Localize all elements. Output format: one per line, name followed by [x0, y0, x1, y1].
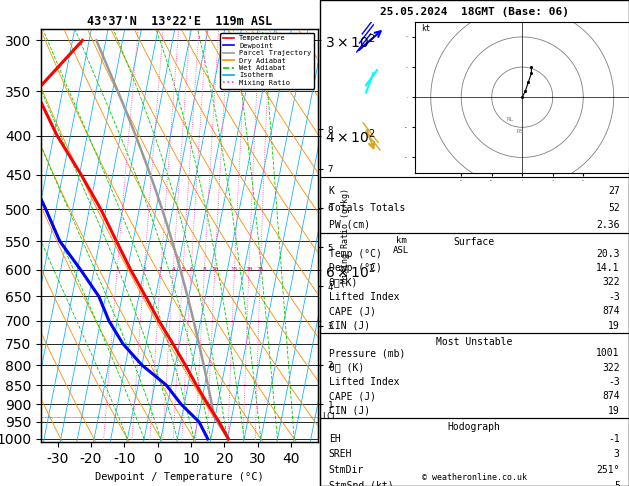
Text: CAPE (J): CAPE (J) [329, 391, 376, 401]
Y-axis label: km
ASL: km ASL [393, 236, 409, 255]
Text: 5: 5 [614, 481, 620, 486]
Text: 874: 874 [602, 391, 620, 401]
Text: 1: 1 [115, 267, 119, 272]
Title: 43°37'N  13°22'E  119m ASL: 43°37'N 13°22'E 119m ASL [87, 15, 272, 28]
Text: -1: -1 [608, 434, 620, 444]
Text: 25: 25 [257, 267, 264, 272]
Text: 251°: 251° [596, 465, 620, 475]
Text: 14.1: 14.1 [596, 263, 620, 273]
Text: Hodograph: Hodograph [448, 422, 501, 432]
Text: 2: 2 [142, 267, 146, 272]
Text: θᴇ (K): θᴇ (K) [329, 363, 364, 373]
Text: 5: 5 [181, 267, 185, 272]
Text: StmSpd (kt): StmSpd (kt) [329, 481, 394, 486]
Text: © weatheronline.co.uk: © weatheronline.co.uk [422, 473, 526, 482]
Text: Most Unstable: Most Unstable [436, 337, 513, 347]
Text: 25.05.2024  18GMT (Base: 06): 25.05.2024 18GMT (Base: 06) [380, 7, 569, 17]
Text: 322: 322 [602, 278, 620, 287]
Text: 19: 19 [608, 321, 620, 330]
Text: 6: 6 [189, 267, 193, 272]
Bar [320, 177, 629, 233]
Text: 20.3: 20.3 [596, 249, 620, 259]
Text: CIN (J): CIN (J) [329, 321, 370, 330]
Text: Temp (°C): Temp (°C) [329, 249, 382, 259]
Text: Surface: Surface [454, 237, 495, 247]
Text: 52: 52 [608, 203, 620, 213]
Bar [320, 233, 629, 333]
Text: StmDir: StmDir [329, 465, 364, 475]
Text: 874: 874 [602, 306, 620, 316]
Text: Lifted Index: Lifted Index [329, 292, 399, 302]
Text: -3: -3 [608, 377, 620, 387]
Legend: Temperature, Dewpoint, Parcel Trajectory, Dry Adiabat, Wet Adiabat, Isotherm, Mi: Temperature, Dewpoint, Parcel Trajectory… [220, 33, 314, 88]
Bar [320, 418, 629, 486]
Text: Dewp (°C): Dewp (°C) [329, 263, 382, 273]
Text: LCL: LCL [322, 412, 337, 421]
Text: θᴇ(K): θᴇ(K) [329, 278, 358, 287]
Text: 27: 27 [608, 186, 620, 196]
Text: 19: 19 [608, 406, 620, 416]
Text: CIN (J): CIN (J) [329, 406, 370, 416]
Text: 8: 8 [203, 267, 206, 272]
Text: 15: 15 [231, 267, 238, 272]
Text: 1001: 1001 [596, 348, 620, 358]
Bar [320, 333, 629, 418]
Text: K: K [329, 186, 335, 196]
Text: 4: 4 [171, 267, 175, 272]
Text: Mixing Ratio (g/kg): Mixing Ratio (g/kg) [341, 188, 350, 283]
Text: Lifted Index: Lifted Index [329, 377, 399, 387]
Text: PW (cm): PW (cm) [329, 220, 370, 230]
Text: Pressure (mb): Pressure (mb) [329, 348, 405, 358]
X-axis label: Dewpoint / Temperature (°C): Dewpoint / Temperature (°C) [95, 471, 264, 482]
Text: 2.36: 2.36 [596, 220, 620, 230]
Text: EH: EH [329, 434, 340, 444]
Text: Totals Totals: Totals Totals [329, 203, 405, 213]
Text: SREH: SREH [329, 450, 352, 459]
Text: CAPE (J): CAPE (J) [329, 306, 376, 316]
Text: 322: 322 [602, 363, 620, 373]
Text: 3: 3 [614, 450, 620, 459]
Text: 20: 20 [245, 267, 253, 272]
Text: 10: 10 [211, 267, 218, 272]
Text: 3: 3 [159, 267, 163, 272]
Text: -3: -3 [608, 292, 620, 302]
